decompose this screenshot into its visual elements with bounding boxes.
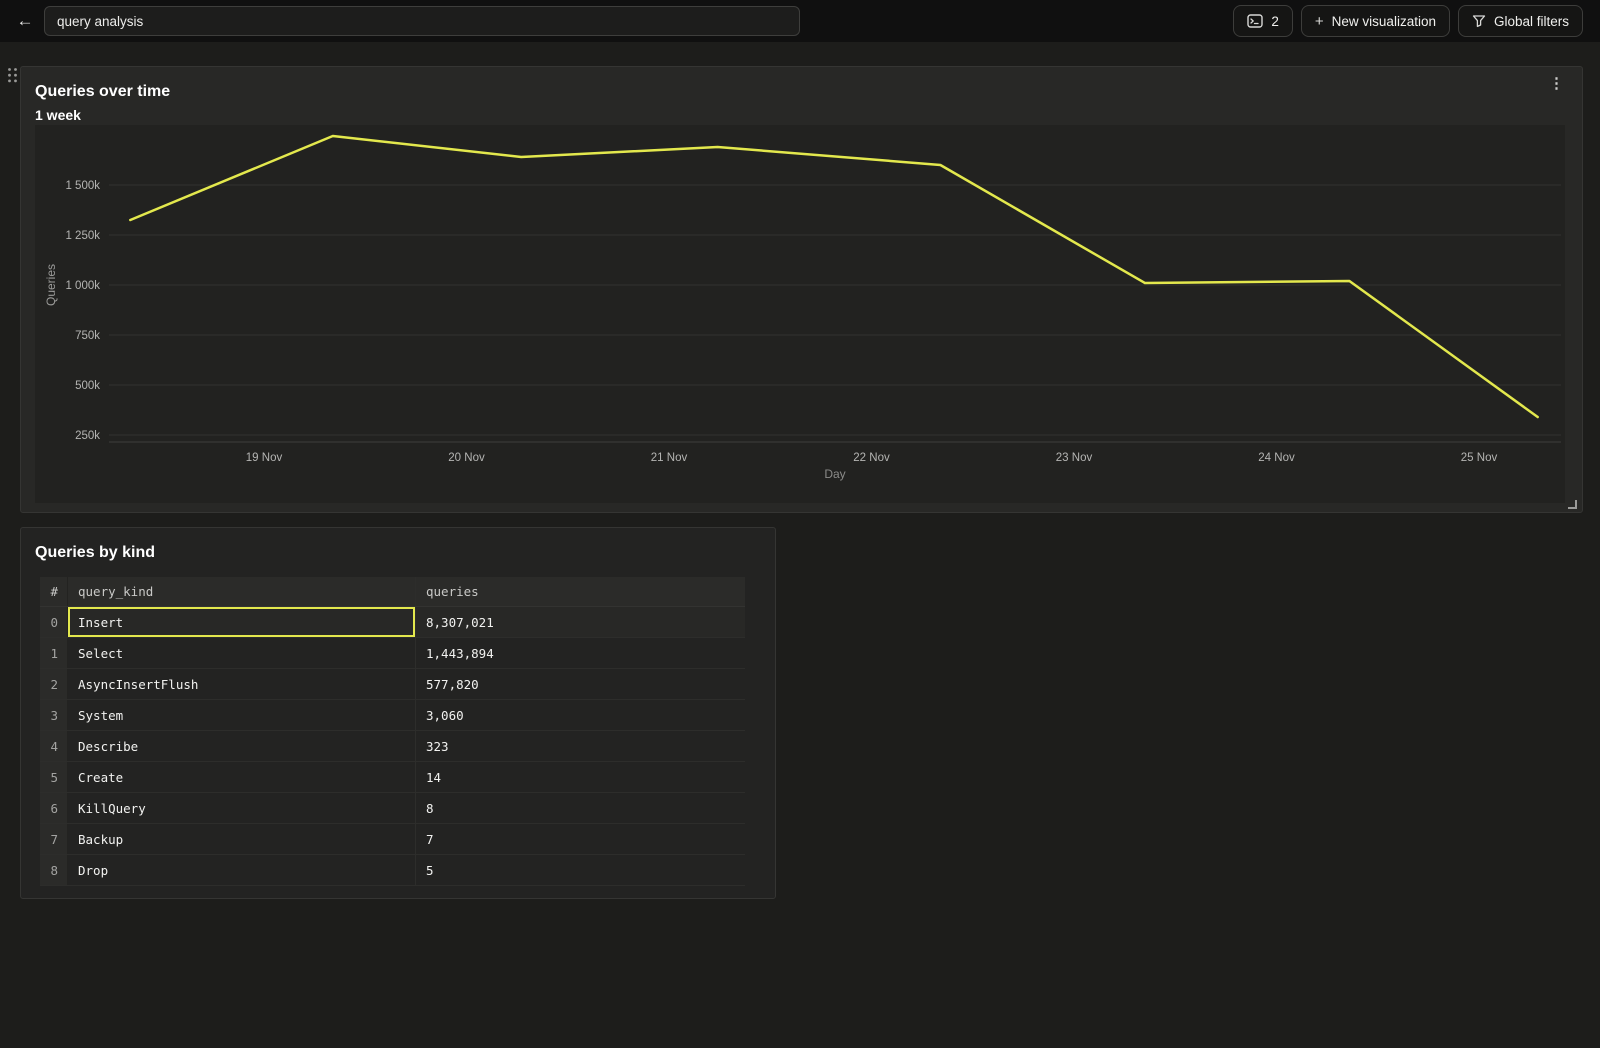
x-tick-label: 21 Nov	[651, 452, 688, 464]
header-queries[interactable]: queries	[415, 577, 745, 606]
global-filters-button[interactable]: Global filters	[1457, 5, 1583, 37]
x-tick-label: 22 Nov	[853, 452, 890, 464]
cell-queries[interactable]: 14	[415, 762, 745, 792]
cell-query-kind[interactable]: System	[78, 707, 124, 723]
cell-query-kind[interactable]: Drop	[78, 862, 109, 878]
row-index: 8	[40, 855, 68, 885]
cell-query-kind[interactable]: AsyncInsertFlush	[78, 676, 199, 692]
cell-queries[interactable]: 8,307,021	[415, 607, 745, 637]
y-tick-label: 750k	[75, 330, 100, 342]
y-tick-label: 1 000k	[65, 280, 100, 292]
table-title: Queries by kind	[35, 544, 156, 561]
filter-icon	[1472, 14, 1486, 28]
y-tick-label: 500k	[75, 380, 100, 392]
table-body: 0 Insert 8,307,021 1 Select 1,443,894 2 AsyncIn…	[40, 607, 745, 886]
y-axis-title: Queries	[44, 264, 58, 306]
cell-queries[interactable]: 7	[415, 824, 745, 854]
cell-query-kind[interactable]: Backup	[78, 831, 124, 847]
row-index: 0	[40, 607, 68, 637]
drag-handle-icon[interactable]	[7, 67, 19, 84]
table-row: 2 AsyncInsertFlush 577,820	[40, 669, 745, 700]
x-tick-label: 23 Nov	[1056, 452, 1093, 464]
row-index: 7	[40, 824, 68, 854]
x-tick-label: 25 Nov	[1461, 452, 1498, 464]
chart-title: Queries over time	[35, 83, 171, 100]
queries-count-label: 2	[1271, 13, 1279, 29]
table-row: 8 Drop 5	[40, 855, 745, 886]
table-header-row: # query_kind queries	[40, 577, 745, 607]
row-index: 2	[40, 669, 68, 699]
cell-queries[interactable]: 3,060	[415, 700, 745, 730]
queries-count-button[interactable]: 2	[1233, 5, 1293, 37]
queries-by-kind-table: # query_kind queries 0 Insert 8,307,021 1 Se…	[40, 577, 745, 886]
row-index: 6	[40, 793, 68, 823]
dashboard-canvas: Queries over time 1 week ⋮ 1 500k 1 250k 1…	[0, 42, 1600, 1048]
cell-query-kind[interactable]: Describe	[78, 738, 139, 754]
kebab-menu-icon[interactable]: ⋮	[1549, 75, 1564, 92]
queries-over-time-chart[interactable]: 1 500k 1 250k 1 000k 750k 500k 250k 19 Nov 20 N…	[35, 125, 1565, 503]
table-row: 7 Backup 7	[40, 824, 745, 855]
cell-query-kind[interactable]: Create	[78, 769, 124, 785]
dashboard-title-input[interactable]	[44, 6, 800, 36]
x-tick-label: 20 Nov	[448, 452, 485, 464]
cell-query-kind[interactable]: Select	[78, 645, 124, 661]
row-index: 5	[40, 762, 68, 792]
x-axis-title: Day	[824, 467, 845, 481]
new-visualization-button[interactable]: + New visualization	[1300, 5, 1450, 37]
back-arrow-icon: ←	[16, 11, 34, 30]
cell-queries[interactable]: 5	[415, 855, 745, 885]
top-bar: ← 2 + New visualization Global filters	[0, 0, 1600, 42]
header-query-kind[interactable]: query_kind	[78, 584, 154, 599]
y-tick-label: 250k	[75, 430, 100, 442]
plus-icon: +	[1314, 12, 1324, 30]
y-tick-label: 1 250k	[65, 230, 100, 242]
back-button[interactable]: ←	[14, 8, 36, 34]
cell-query-kind[interactable]: Insert	[68, 607, 415, 637]
cell-queries[interactable]: 577,820	[415, 669, 745, 699]
global-filters-label: Global filters	[1493, 13, 1569, 29]
queries-over-time-panel: Queries over time 1 week ⋮ 1 500k 1 250k 1…	[20, 66, 1583, 513]
series-line-queries	[129, 134, 1539, 419]
header-index[interactable]: #	[40, 577, 68, 606]
table-row: 0 Insert 8,307,021	[40, 607, 745, 638]
x-tick-label: 24 Nov	[1258, 452, 1295, 464]
row-index: 3	[40, 700, 68, 730]
row-index: 4	[40, 731, 68, 761]
line-chart-svg: 1 500k 1 250k 1 000k 750k 500k 250k 19 Nov 20 N…	[44, 134, 1561, 481]
row-index: 1	[40, 638, 68, 668]
table-row: 4 Describe 323	[40, 731, 745, 762]
table-row: 6 KillQuery 8	[40, 793, 745, 824]
chart-subtitle: 1 week	[35, 107, 81, 123]
queries-by-kind-panel: Queries by kind # query_kind queries 0 In…	[20, 527, 776, 899]
y-tick-label: 1 500k	[65, 180, 100, 192]
cell-queries[interactable]: 1,443,894	[415, 638, 745, 668]
cell-queries[interactable]: 8	[415, 793, 745, 823]
cell-queries[interactable]: 323	[415, 731, 745, 761]
x-tick-label: 19 Nov	[246, 452, 283, 464]
terminal-icon	[1247, 14, 1264, 28]
new-visualization-label: New visualization	[1331, 13, 1436, 29]
cell-query-kind[interactable]: KillQuery	[78, 800, 146, 816]
resize-handle-icon[interactable]	[1568, 500, 1577, 509]
table-row: 3 System 3,060	[40, 700, 745, 731]
table-row: 5 Create 14	[40, 762, 745, 793]
table-row: 1 Select 1,443,894	[40, 638, 745, 669]
